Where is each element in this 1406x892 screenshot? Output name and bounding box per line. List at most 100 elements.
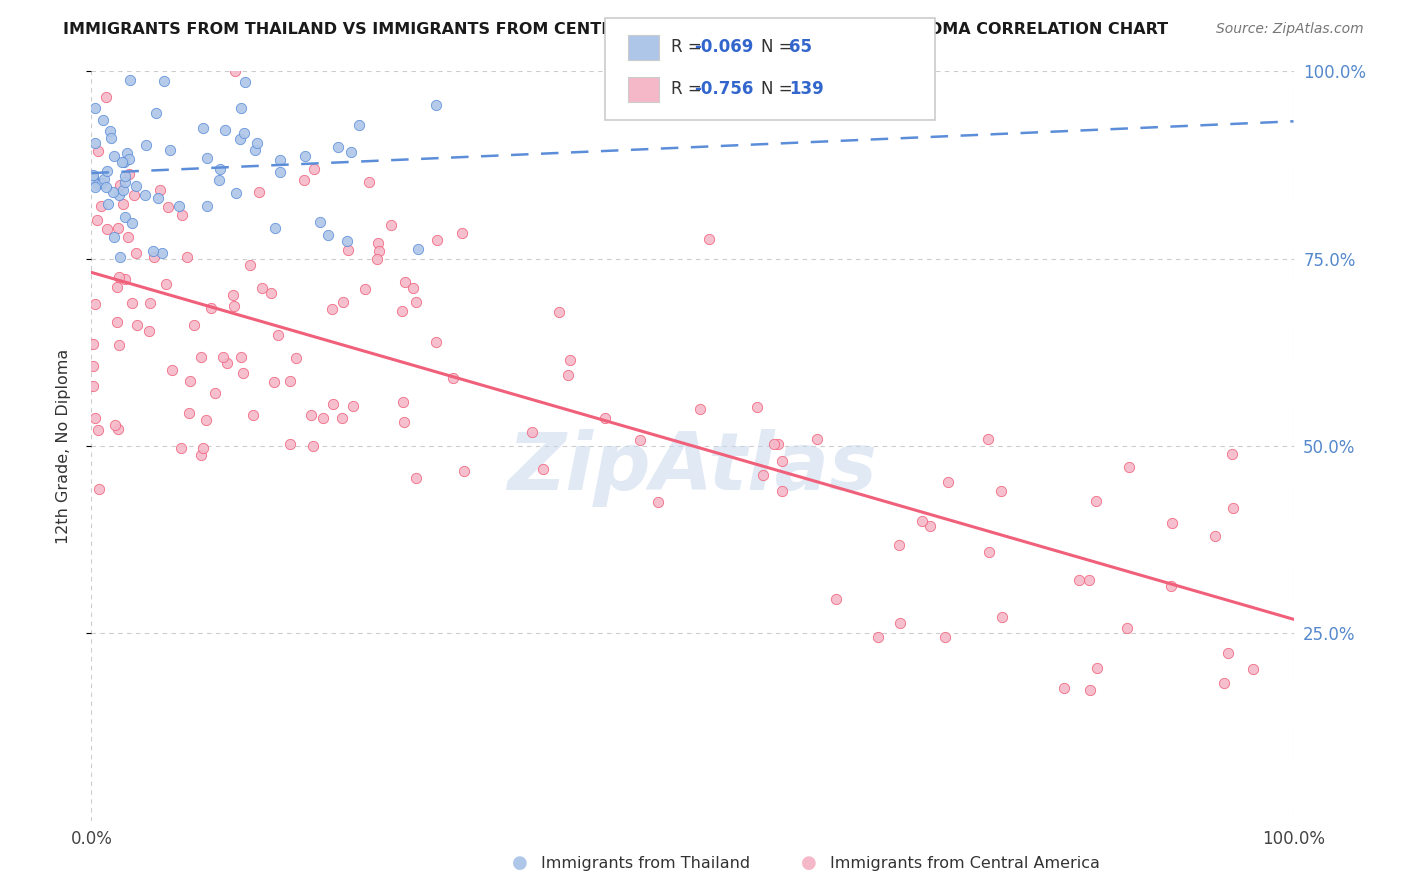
Point bbox=[82, 168, 104, 182]
Point bbox=[111, 183, 134, 197]
Point bbox=[367, 236, 389, 251]
Point bbox=[593, 411, 616, 425]
Point bbox=[139, 295, 162, 310]
Point bbox=[125, 246, 148, 260]
Text: R =: R = bbox=[671, 80, 707, 98]
Point bbox=[402, 281, 425, 295]
Text: R =: R = bbox=[671, 38, 707, 56]
Point bbox=[212, 350, 235, 364]
Point bbox=[232, 366, 254, 380]
Point bbox=[121, 296, 143, 310]
Point bbox=[260, 286, 283, 301]
Point bbox=[392, 415, 415, 429]
Point bbox=[558, 352, 581, 367]
Point bbox=[114, 210, 136, 224]
Point bbox=[280, 374, 302, 388]
Point bbox=[153, 73, 176, 87]
Point bbox=[87, 177, 110, 191]
Point bbox=[127, 318, 149, 332]
Point bbox=[91, 176, 114, 190]
Point bbox=[366, 252, 388, 266]
Point bbox=[96, 221, 118, 235]
Point bbox=[225, 50, 247, 64]
Point bbox=[243, 143, 266, 157]
Point bbox=[699, 232, 721, 246]
Point bbox=[208, 173, 231, 187]
Point bbox=[117, 230, 139, 244]
Point bbox=[1067, 573, 1090, 587]
Point bbox=[232, 126, 254, 140]
Point bbox=[247, 185, 270, 199]
Point bbox=[531, 462, 554, 476]
Point bbox=[425, 98, 447, 112]
Point bbox=[114, 169, 136, 183]
Point bbox=[107, 422, 129, 436]
Point bbox=[557, 368, 579, 382]
Point bbox=[354, 282, 377, 296]
Point bbox=[1115, 622, 1137, 636]
Point bbox=[90, 199, 112, 213]
Text: Source: ZipAtlas.com: Source: ZipAtlas.com bbox=[1216, 22, 1364, 37]
Point bbox=[1222, 501, 1244, 516]
Point bbox=[336, 244, 359, 258]
Point bbox=[321, 301, 343, 316]
Point bbox=[100, 131, 122, 145]
Point bbox=[269, 165, 291, 179]
Point bbox=[149, 183, 172, 197]
Point bbox=[155, 277, 177, 292]
Text: N =: N = bbox=[761, 38, 797, 56]
Point bbox=[441, 371, 464, 385]
Point bbox=[991, 610, 1014, 624]
Point bbox=[1078, 683, 1101, 698]
Text: Immigrants from Thailand: Immigrants from Thailand bbox=[541, 856, 751, 871]
Point bbox=[405, 471, 427, 485]
Point bbox=[302, 439, 325, 453]
Point bbox=[87, 482, 110, 496]
Point bbox=[1212, 675, 1234, 690]
Point bbox=[299, 408, 322, 422]
Point bbox=[83, 411, 105, 425]
Text: ZipAtlas: ZipAtlas bbox=[508, 429, 877, 508]
Point bbox=[224, 64, 246, 78]
Point bbox=[104, 417, 127, 432]
Point bbox=[1218, 646, 1240, 660]
Point bbox=[103, 149, 125, 163]
Point bbox=[96, 164, 118, 178]
Point bbox=[107, 220, 129, 235]
Point bbox=[977, 432, 1000, 446]
Point bbox=[766, 437, 789, 451]
Point bbox=[87, 144, 110, 158]
Point bbox=[889, 538, 911, 552]
Point bbox=[628, 433, 651, 447]
Point bbox=[770, 454, 793, 468]
Point bbox=[391, 303, 413, 318]
Point bbox=[83, 102, 105, 116]
Point bbox=[229, 132, 252, 146]
Text: 65: 65 bbox=[789, 38, 811, 56]
Point bbox=[292, 173, 315, 187]
Point bbox=[191, 120, 214, 135]
Point bbox=[83, 297, 105, 311]
Point bbox=[214, 122, 236, 136]
Point bbox=[111, 196, 134, 211]
Point bbox=[889, 616, 911, 631]
Point bbox=[934, 631, 956, 645]
Point bbox=[108, 188, 131, 202]
Point bbox=[250, 281, 273, 295]
Point bbox=[91, 112, 114, 127]
Point bbox=[318, 228, 340, 243]
Point bbox=[107, 337, 129, 351]
Point bbox=[745, 400, 768, 414]
Text: ●: ● bbox=[512, 855, 529, 872]
Point bbox=[96, 180, 118, 194]
Text: -0.756: -0.756 bbox=[695, 80, 754, 98]
Point bbox=[114, 272, 136, 286]
Point bbox=[548, 304, 571, 318]
Point bbox=[332, 294, 354, 309]
Point bbox=[194, 413, 217, 427]
Point bbox=[84, 136, 107, 151]
Point bbox=[426, 233, 449, 247]
Text: Immigrants from Central America: Immigrants from Central America bbox=[830, 856, 1099, 871]
Point bbox=[98, 124, 121, 138]
Point bbox=[111, 154, 134, 169]
